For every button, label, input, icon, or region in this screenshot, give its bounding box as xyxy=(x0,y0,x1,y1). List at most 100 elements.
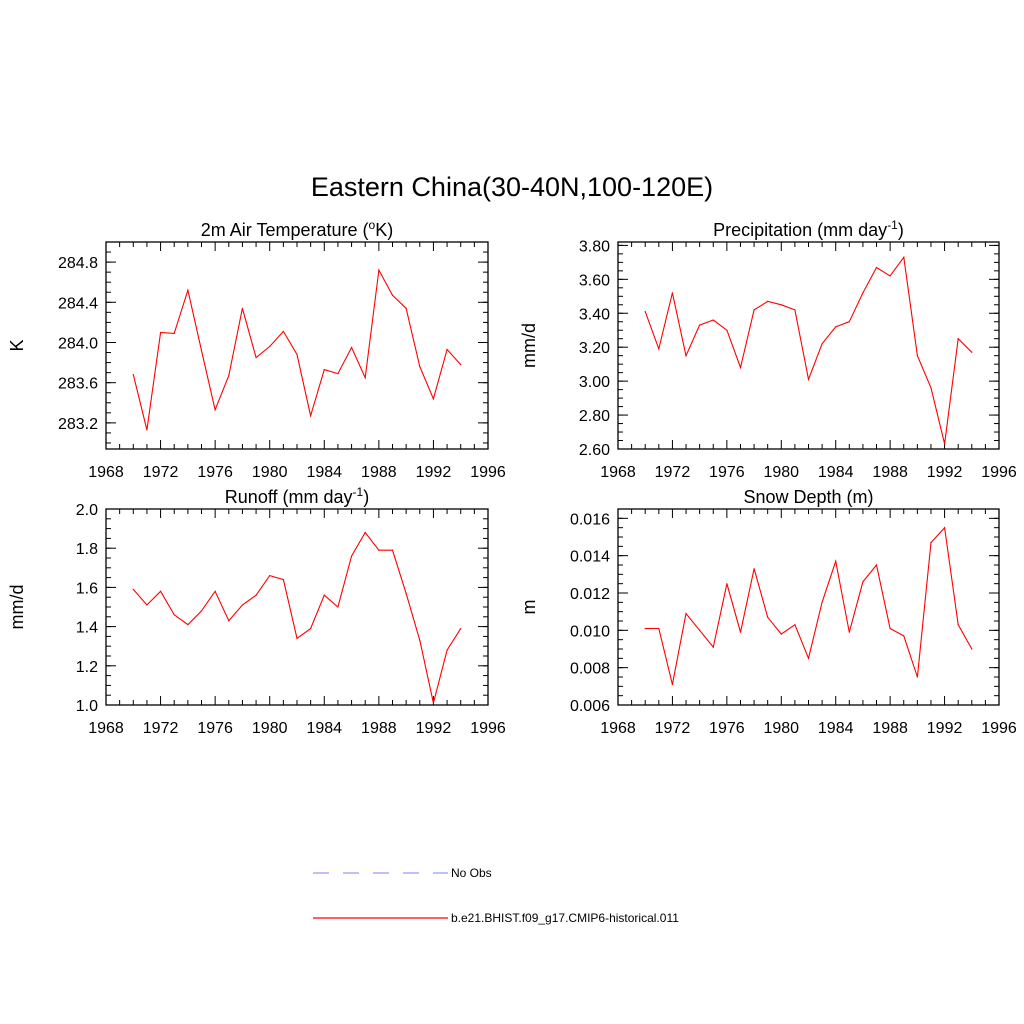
data-point xyxy=(310,415,312,417)
x-tick-label: 1980 xyxy=(763,720,799,737)
x-tick-label: 1996 xyxy=(981,464,1017,481)
data-point xyxy=(405,307,407,309)
x-tick-label: 1984 xyxy=(818,720,854,737)
data-point xyxy=(875,564,878,566)
data-point xyxy=(310,627,312,630)
data-point xyxy=(269,345,271,348)
data-point xyxy=(753,568,755,570)
data-point xyxy=(943,443,946,445)
data-point xyxy=(712,319,714,321)
x-tick-label: 1976 xyxy=(197,464,233,481)
legend: No Obs b.e21.BHIST.f09_g17.CMIP6-histori… xyxy=(313,866,679,925)
x-tick-label: 1984 xyxy=(306,464,342,481)
x-tick-label: 1992 xyxy=(927,464,963,481)
plot-frame xyxy=(617,241,1000,450)
data-point xyxy=(821,601,823,603)
y-tick-label: 0.012 xyxy=(570,586,610,603)
y-tick-label: 3.60 xyxy=(579,272,610,289)
data-point xyxy=(930,387,932,389)
y-tick-label: 284.0 xyxy=(58,335,98,352)
x-tick-label: 1976 xyxy=(197,720,233,737)
panel-snow-depth: Snow Depth (m) m 1968 1972 1976 1980 1984 1988 1… xyxy=(519,487,1017,737)
panel-title: Runoff (mm day-1) xyxy=(225,485,369,507)
x-tick-label: 1988 xyxy=(872,720,908,737)
data-point xyxy=(364,531,366,534)
y-tick-label: 0.014 xyxy=(570,549,610,566)
data-point xyxy=(364,377,366,379)
data-point xyxy=(712,646,714,648)
x-tick-label: 1972 xyxy=(655,464,691,481)
panel-precipitation: Precipitation (mm day-1) mm/d 1968 1972 1976… xyxy=(519,218,1017,481)
data-point xyxy=(862,581,864,583)
data-point xyxy=(875,266,878,269)
data-point xyxy=(957,624,959,626)
x-tick-label: 1972 xyxy=(143,464,179,481)
y-axis-label: K xyxy=(7,339,27,351)
data-point xyxy=(323,369,325,371)
data-point xyxy=(848,321,850,323)
x-tick-label: 1984 xyxy=(818,464,854,481)
series-line xyxy=(132,268,462,431)
data-point xyxy=(391,549,394,551)
y-tick-label: 1.8 xyxy=(76,541,98,558)
data-point xyxy=(889,275,891,277)
data-point xyxy=(187,624,189,626)
data-point xyxy=(460,363,462,366)
data-point xyxy=(903,256,905,258)
y-tick-label: 3.80 xyxy=(579,238,610,255)
data-point xyxy=(460,627,462,630)
x-tick-label: 1980 xyxy=(252,720,288,737)
x-tick-label: 1972 xyxy=(655,720,691,737)
data-point xyxy=(350,346,353,349)
data-point xyxy=(282,578,284,581)
data-point xyxy=(916,676,918,678)
data-point xyxy=(671,683,674,686)
x-tick-label: 1980 xyxy=(763,464,799,481)
y-tick-label: 1.2 xyxy=(76,659,98,676)
data-point xyxy=(296,353,298,356)
data-point xyxy=(916,355,918,357)
data-point xyxy=(767,300,769,302)
data-point xyxy=(807,657,810,659)
data-point xyxy=(794,309,796,311)
data-point xyxy=(255,356,257,359)
legend-label-model-run: b.e21.BHIST.f09_g17.CMIP6-historical.011 xyxy=(451,911,679,925)
y-tick-label: 283.2 xyxy=(58,416,98,433)
y-tick-label: 284.8 xyxy=(58,255,98,272)
x-tick-label: 1992 xyxy=(927,720,963,737)
data-point xyxy=(658,348,660,350)
y-axis-label: mm/d xyxy=(7,585,27,630)
x-tick-label: 1988 xyxy=(361,464,397,481)
y-tick-label: 3.00 xyxy=(579,374,610,391)
data-point xyxy=(173,614,175,616)
y-tick-label: 3.20 xyxy=(579,340,610,357)
data-point xyxy=(214,409,216,411)
data-point xyxy=(753,309,755,311)
series-line xyxy=(645,526,973,685)
data-point xyxy=(862,292,864,294)
x-tick-label: 1968 xyxy=(88,464,124,481)
panel-title: 2m Air Temperature (oK) xyxy=(201,218,393,240)
data-point xyxy=(419,366,421,368)
x-tick-label: 1996 xyxy=(981,720,1017,737)
data-point xyxy=(241,604,244,606)
y-tick-label: 2.60 xyxy=(579,442,610,459)
x-tick-label: 1996 xyxy=(470,720,506,737)
x-tick-label: 1968 xyxy=(600,720,636,737)
data-point xyxy=(255,594,257,596)
data-point xyxy=(146,604,148,606)
data-point xyxy=(644,627,646,630)
plot-frame xyxy=(105,508,489,706)
y-tick-label: 1.0 xyxy=(76,698,98,715)
data-point xyxy=(187,289,189,291)
figure-title: Eastern China(30-40N,100-120E) xyxy=(311,172,713,202)
plot-frame xyxy=(617,508,1000,706)
x-tick-label: 1968 xyxy=(88,720,124,737)
data-point xyxy=(228,620,230,622)
data-point xyxy=(200,610,203,612)
y-axis-label: mm/d xyxy=(519,323,539,368)
y-tick-label: 0.008 xyxy=(570,661,610,678)
x-tick-label: 1976 xyxy=(709,720,745,737)
data-point xyxy=(685,612,687,615)
